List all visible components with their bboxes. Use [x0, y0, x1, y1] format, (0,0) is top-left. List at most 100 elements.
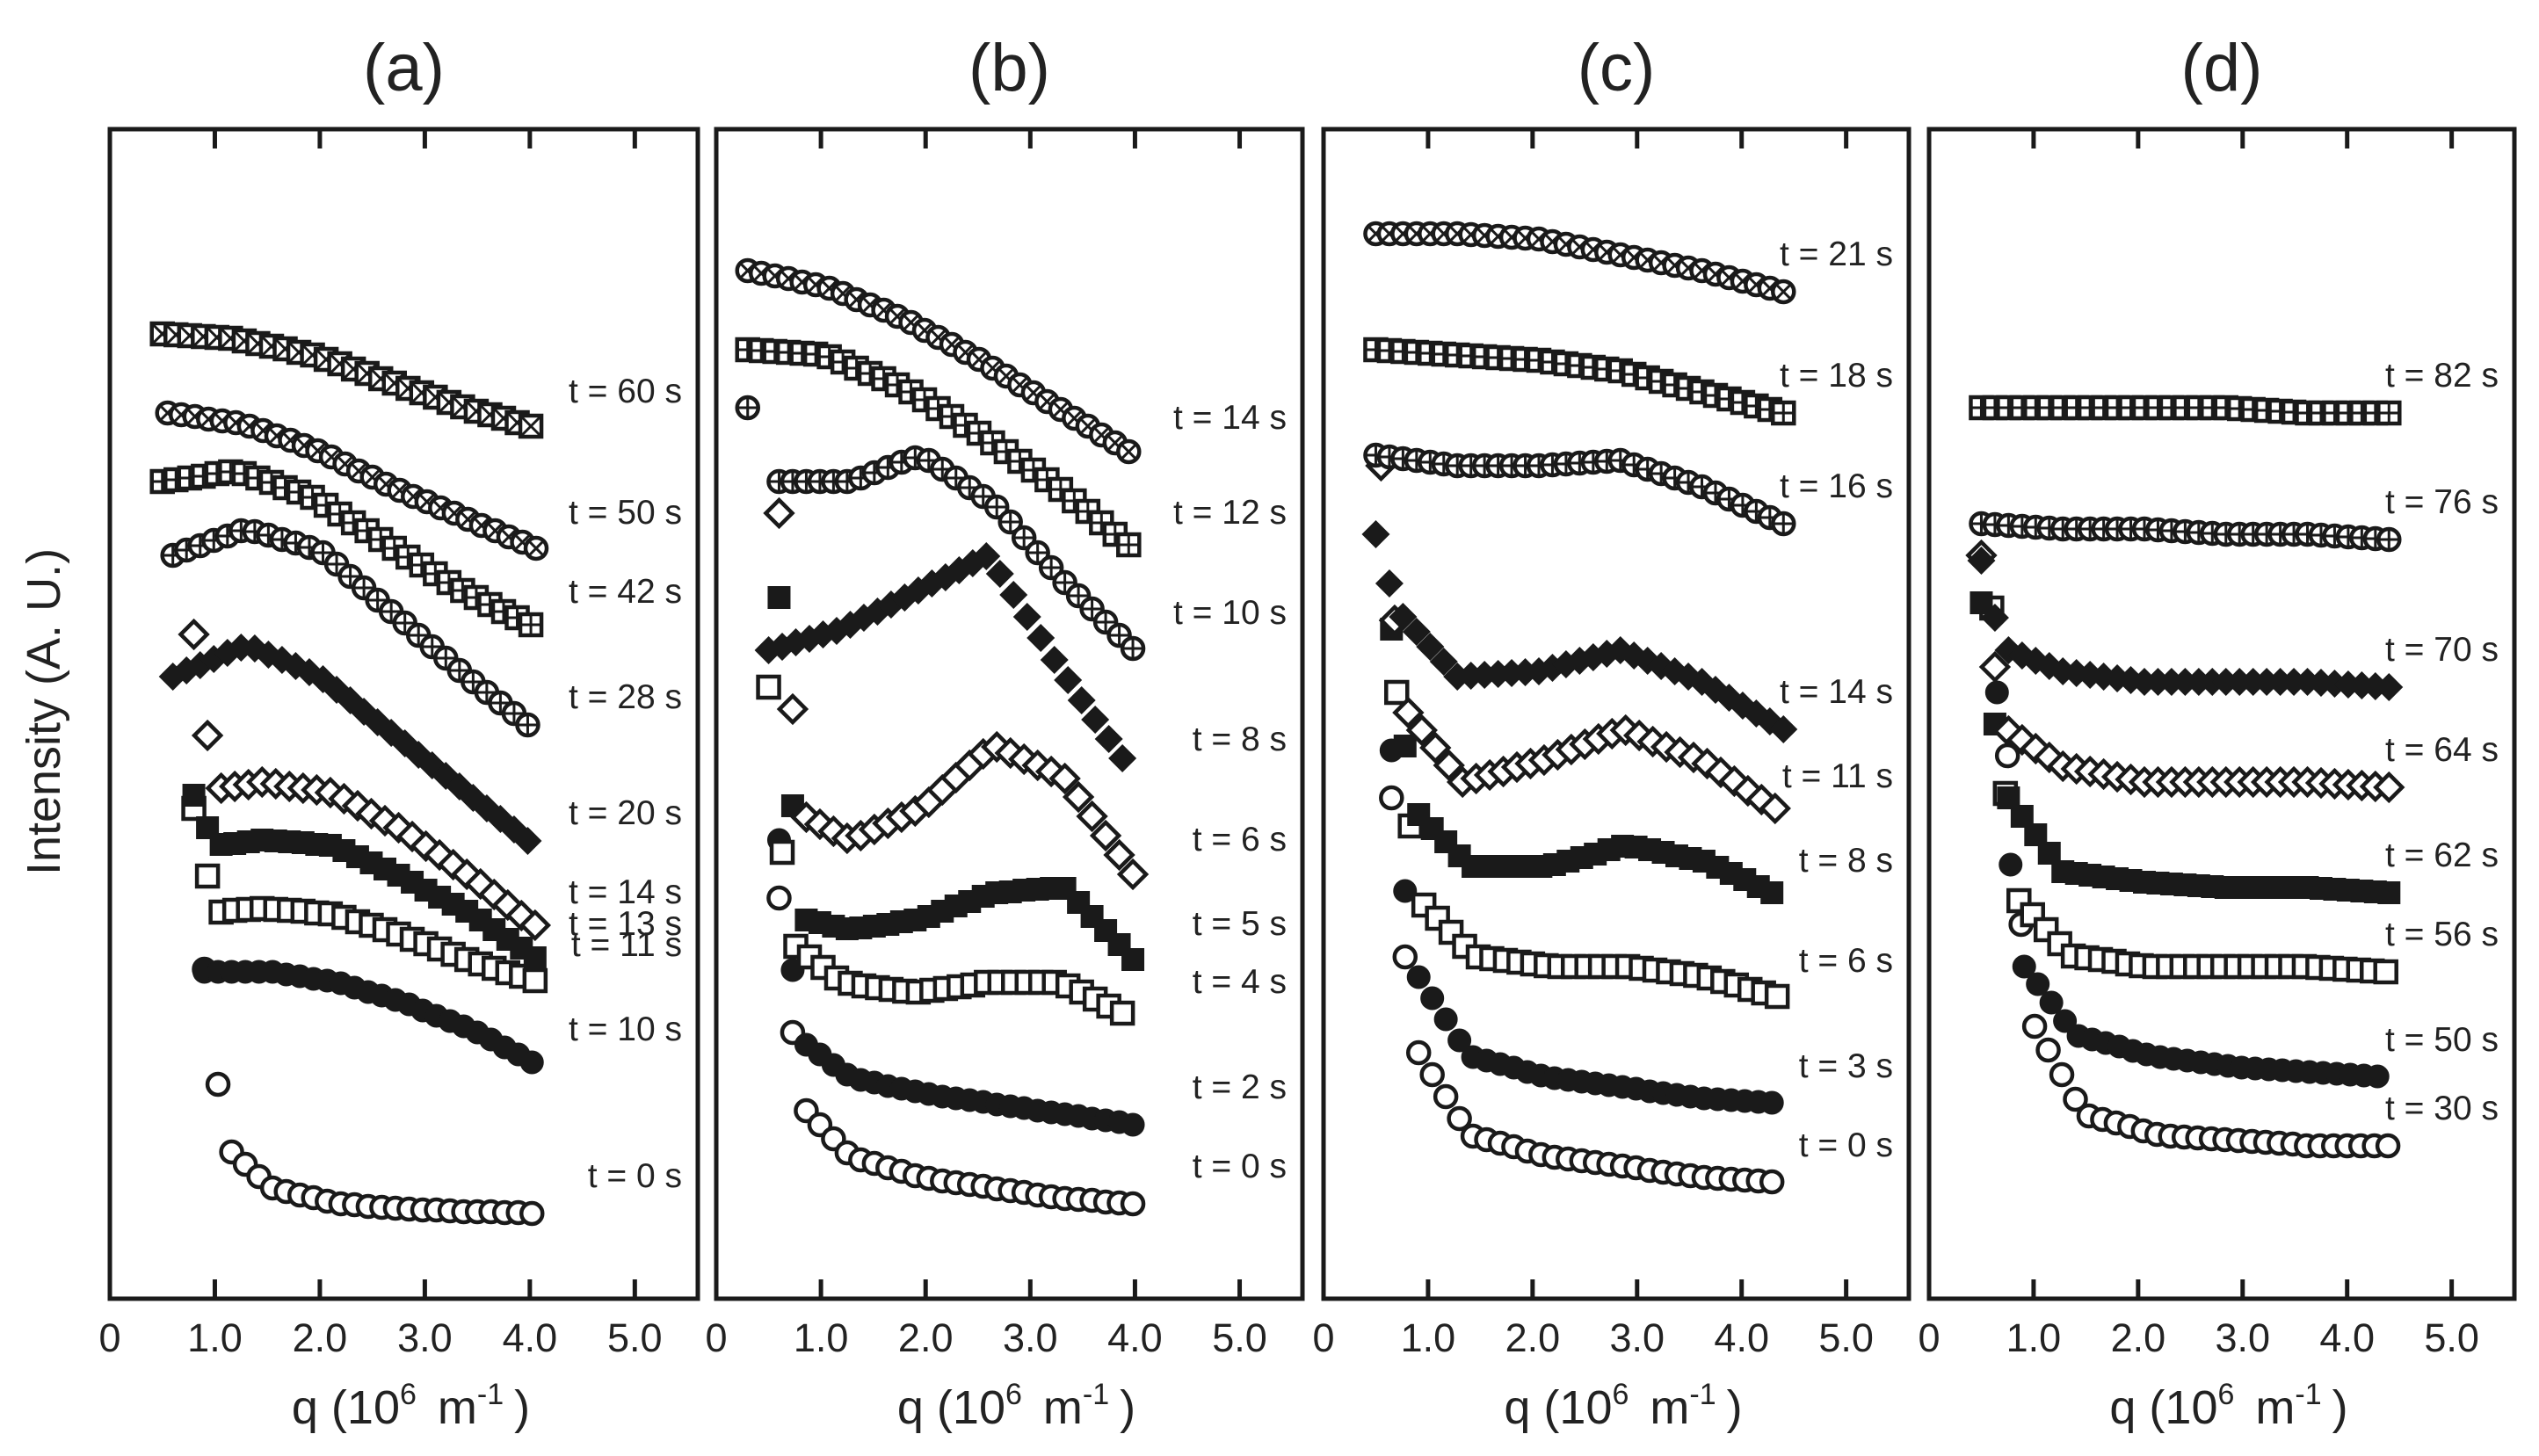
data-point [2039, 990, 2064, 1015]
data-point [2365, 1064, 2390, 1089]
data-point [1062, 780, 1095, 814]
data-point [323, 551, 350, 577]
data-point [1116, 532, 1142, 558]
panel-a: (a) 0 1.0 2.0 3.0 4.0 5.0 q (106 m-1) t = 0 s t = … [98, 31, 700, 1434]
data-point [1120, 1191, 1146, 1217]
x-tick-label: 2.0 [293, 1315, 348, 1360]
data-point [1038, 554, 1064, 581]
data-point [816, 275, 842, 301]
series: t = 64 s [1965, 539, 2499, 804]
data-point [1419, 1061, 1445, 1088]
x-axis-label: q (106 m-1) [1504, 1378, 1742, 1434]
data-point [1759, 792, 1791, 825]
data-point [2063, 1086, 2088, 1112]
data-point [2021, 1013, 2048, 1039]
series-label: t = 50 s [569, 494, 682, 532]
x-tick-label: 2.0 [1505, 1315, 1561, 1360]
series: t = 21 s [1363, 221, 1893, 305]
data-point [1012, 603, 1041, 631]
series: t = 6 s [763, 496, 1287, 891]
x-tick-label: 0 [705, 1315, 727, 1360]
series: t = 8 s [1380, 618, 1893, 904]
series-label: t = 11 s [1782, 757, 1893, 795]
x-tick-label: 1.0 [1401, 1315, 1456, 1360]
x-tick-label: 3.0 [2216, 1315, 2271, 1360]
series: t = 10 s [766, 445, 1287, 662]
data-point [1419, 731, 1452, 764]
series: t = 4 s [756, 674, 1287, 1026]
series-label: t = 18 s [1780, 357, 1893, 395]
series-label: t = 3 s [1799, 1047, 1893, 1085]
series: t = 28 s [160, 518, 682, 738]
data-point [182, 784, 206, 807]
series: t = 56 s [1979, 595, 2499, 985]
series-label: t = 82 s [2385, 357, 2499, 395]
data-point [763, 496, 795, 530]
data-point [1076, 800, 1108, 833]
data-point [191, 719, 224, 752]
data-point [1433, 1007, 1458, 1032]
data-point [522, 967, 548, 994]
series: t = 8 s [754, 542, 1287, 772]
series-label: t = 50 s [2385, 1021, 2499, 1059]
x-tick-label: 0 [1918, 1315, 1940, 1360]
x-tick-label: 1.0 [794, 1315, 849, 1360]
series: t = 50 s [1984, 680, 2499, 1089]
data-point [1447, 1105, 1472, 1132]
x-tick-label: 3.0 [1003, 1315, 1058, 1360]
series-label: t = 62 s [2385, 837, 2499, 874]
data-point [1980, 604, 2009, 632]
series-label: t = 0 s [1799, 1126, 1893, 1164]
series-label: t = 6 s [1799, 942, 1893, 980]
data-point [1379, 785, 1404, 811]
series-label: t = 14 s [569, 873, 682, 911]
data-point [199, 645, 229, 673]
data-point [1405, 1039, 1432, 1066]
series: t = 11 s [181, 795, 682, 994]
panel-title: (b) [968, 31, 1050, 105]
data-point [1759, 1169, 1785, 1195]
series-label: t = 5 s [1193, 905, 1287, 943]
data-point [1760, 881, 1784, 904]
plot-frame [107, 127, 700, 1301]
series-label: t = 42 s [569, 573, 682, 611]
data-point [205, 1071, 231, 1097]
data-point [997, 509, 1023, 535]
data-point [1092, 609, 1119, 635]
series-label: t = 14 s [1173, 399, 1287, 437]
x-tick-label: 5.0 [2424, 1315, 2479, 1360]
panel-c: (c) 0 1.0 2.0 3.0 4.0 5.0 q (106 m-1) t = 0 s t = … [1312, 31, 1912, 1434]
data-point [1433, 749, 1465, 782]
data-point [2049, 1061, 2075, 1088]
series-label: t = 6 s [1193, 821, 1287, 858]
series-label: t = 60 s [569, 373, 682, 410]
series: t = 5 s [767, 586, 1287, 971]
data-point [2375, 1133, 2401, 1159]
series-label: t = 16 s [1780, 467, 1893, 505]
series: t = 76 s [1969, 483, 2499, 553]
data-point [1433, 1083, 1459, 1110]
data-point [1109, 1000, 1135, 1026]
x-axis-label: q (106 m-1) [292, 1378, 530, 1434]
x-tick-label: 4.0 [1107, 1315, 1163, 1360]
series-label: t = 56 s [2385, 916, 2499, 953]
data-point [523, 535, 549, 561]
series-label: t = 64 s [2385, 731, 2499, 769]
data-point [518, 413, 544, 439]
data-point [1120, 635, 1146, 662]
data-point [2035, 1037, 2061, 1063]
series: t = 62 s [1970, 591, 2499, 904]
data-point [1054, 666, 1083, 694]
data-point [1769, 715, 1798, 743]
data-point [983, 494, 1010, 520]
x-axis-label: q (106 m-1) [897, 1378, 1135, 1434]
x-tick-label: 0 [98, 1315, 120, 1360]
data-point [1384, 679, 1410, 706]
data-point [985, 560, 1014, 588]
data-point [2376, 526, 2402, 553]
data-point [519, 1200, 545, 1227]
series: t = 0 s [192, 956, 682, 1227]
data-point [767, 586, 791, 609]
series-label: t = 13 s [569, 905, 682, 943]
